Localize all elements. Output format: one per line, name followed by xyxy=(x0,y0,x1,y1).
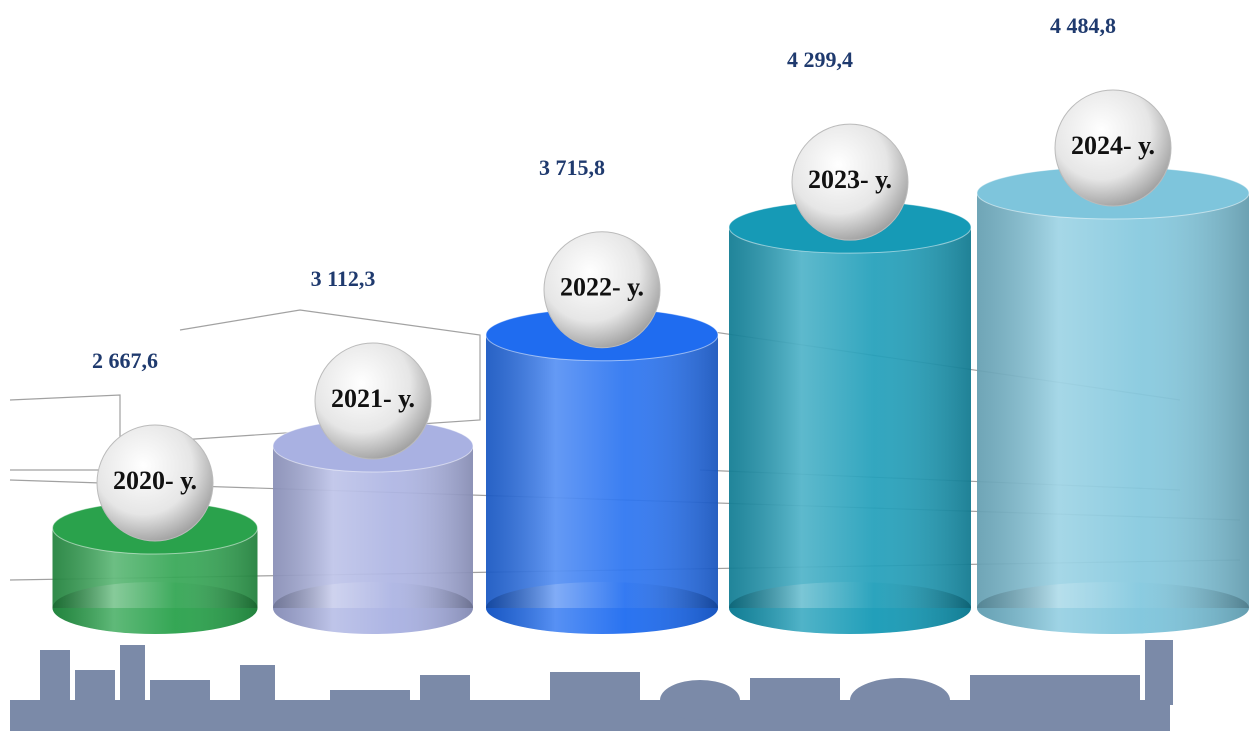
category-label: 2022- у. xyxy=(560,273,644,302)
category-label: 2021- у. xyxy=(331,384,415,413)
bars: 2020- у. 2 667,6 2021- у. 3 112,3 2022- у. 3 … xyxy=(52,13,1250,634)
cylinder-bottom-shade xyxy=(977,582,1249,634)
skyline xyxy=(10,640,1173,731)
cylinder-bottom-shade xyxy=(52,582,258,634)
value-label: 4 299,4 xyxy=(787,47,853,72)
cylinder-bottom-shade xyxy=(273,582,473,634)
bar-shade xyxy=(729,227,971,608)
year-badge xyxy=(791,123,909,241)
cylinder-bottom-shade xyxy=(729,582,971,634)
year-badge xyxy=(543,231,661,349)
category-label: 2023- у. xyxy=(808,165,892,194)
year-badge xyxy=(1054,89,1172,207)
category-label: 2024- у. xyxy=(1071,131,1155,160)
category-label: 2020- у. xyxy=(113,466,197,495)
value-label: 4 484,8 xyxy=(1050,13,1116,38)
value-label: 3 112,3 xyxy=(311,266,376,291)
bar-shade xyxy=(486,334,718,608)
year-badge xyxy=(96,424,214,542)
bar-shade xyxy=(273,446,473,608)
year-badge xyxy=(314,342,432,460)
value-label: 2 667,6 xyxy=(92,348,158,373)
bar-shade xyxy=(977,193,1249,608)
cylinder-bottom-shade xyxy=(486,582,718,634)
value-label: 3 715,8 xyxy=(539,155,605,180)
